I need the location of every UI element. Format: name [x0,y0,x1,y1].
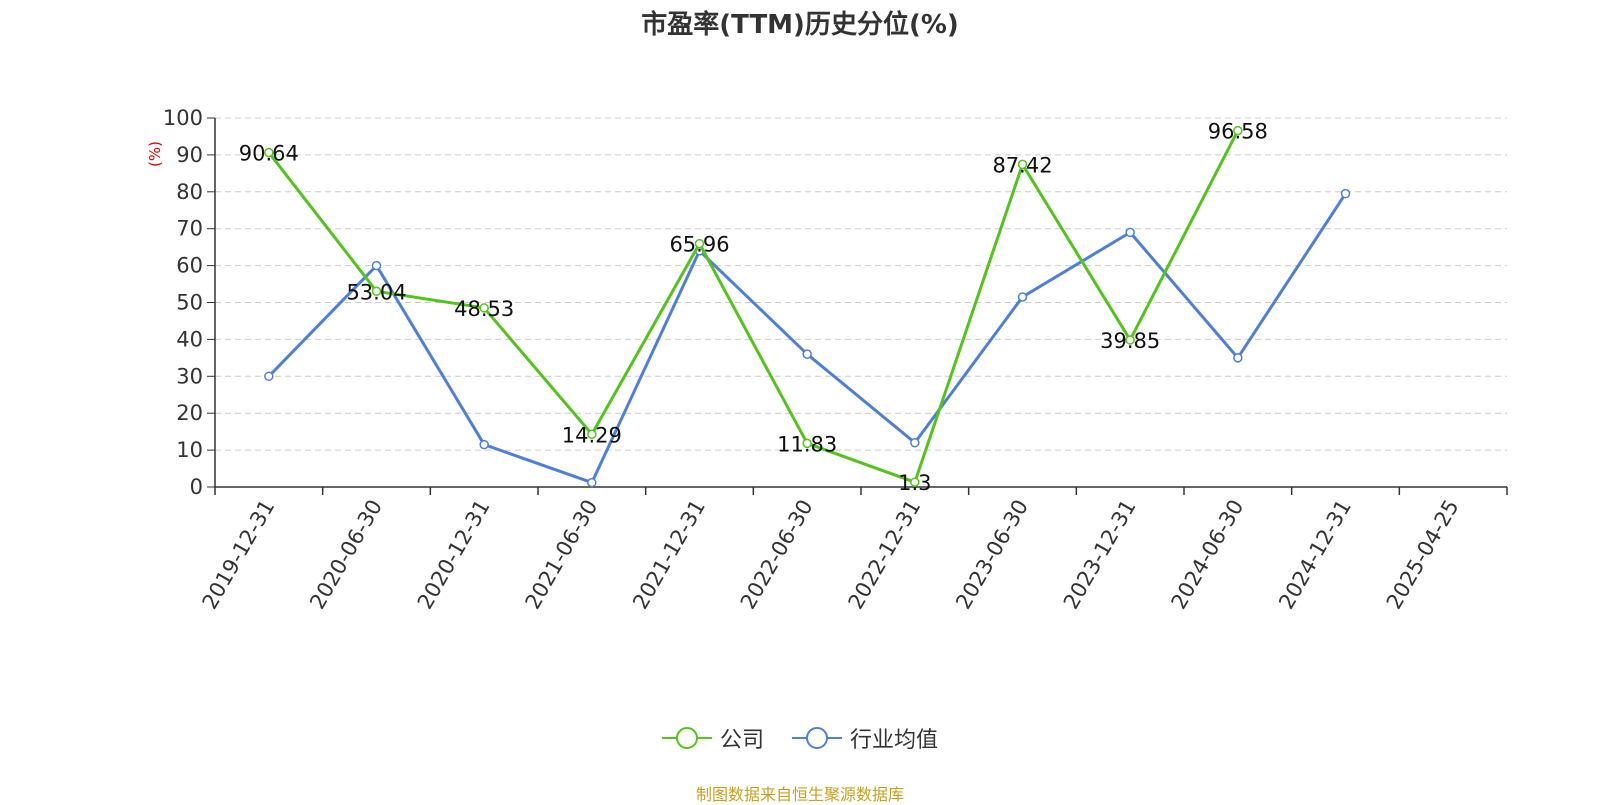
data-point-industry-average [479,439,489,450]
data-point-industry-average [1340,188,1351,199]
data-point-industry-average [587,477,597,488]
x-tick-label: 2024-06-30 [1167,496,1249,614]
data-point-industry-average [1233,353,1243,363]
x-tick-label: 2020-12-31 [413,496,495,614]
data-label: 11.83 [777,432,837,456]
y-tick-label: 60 [176,254,203,278]
gridlines [215,117,1507,451]
data-point-company [371,286,382,297]
y-tick-label: 50 [176,291,203,315]
series-line-company [267,129,1240,484]
legend-company-marker [661,727,712,749]
y-tick-label: 10 [176,438,203,462]
legend-company-label: 公司 [719,728,764,753]
data-point-industry-average [1017,292,1028,302]
data-point-company [1233,125,1243,136]
data-point-company [694,238,705,249]
data-point-company [802,438,812,449]
y-tick-label: 30 [176,364,203,388]
data-label: 1.3 [898,471,931,495]
data-point-company [264,147,274,158]
x-tick-label: 2019-12-31 [198,496,280,614]
x-tick-label: 2024-12-31 [1274,496,1356,614]
data-label: 39.85 [1100,329,1160,353]
legend-item-company[interactable]: 公司 [661,722,764,754]
x-tick-label: 2022-06-30 [736,496,818,614]
y-tick-label: 40 [176,327,203,351]
data-label: 87.42 [992,153,1052,177]
legend-item-industry-average[interactable]: 行业均值 [792,722,938,754]
data-point-industry-average [1125,227,1135,238]
data-point-industry-average [802,349,812,359]
x-tick-label: 2021-06-30 [521,496,603,614]
data-point-industry-average [910,437,920,448]
y-tick-label: 80 [176,180,203,204]
data-labels: 90.64 53.04 48.53 14.29 65.96 11.83 1.3 87.42 39… [239,120,1268,496]
x-tick-label: 2023-12-31 [1059,496,1141,614]
legend-industry-marker [792,727,842,749]
data-label: 48.53 [454,297,514,321]
chart-title: 市盈率(TTM)历史分位(%) [641,10,959,40]
y-tick-label: 90 [176,143,203,167]
legend: 公司 行业均值 [0,722,1600,754]
x-tick-label: 2020-06-30 [305,496,387,614]
x-tick-label: 2022-12-31 [844,496,926,614]
data-point-company [587,429,597,440]
data-point-industry-average [264,371,274,382]
x-tick-label: 2023-06-30 [951,496,1033,614]
data-point-company [1125,335,1135,345]
x-tick-label: 2021-12-31 [628,496,710,614]
data-label: 90.64 [239,142,299,166]
data-point-industry-average [371,260,382,271]
data-label: 14.29 [562,423,622,447]
data-point-company [479,303,489,313]
legend-industry-label: 行业均值 [850,728,939,753]
data-point-company [1017,159,1028,170]
y-tick-label: 70 [176,217,203,241]
x-tick-label: 2025-04-25 [1382,496,1464,614]
data-label: 53.04 [346,280,406,304]
y-tick-label: 0 [190,475,203,499]
axes: 0 10 20 30 40 50 60 70 80 90 100 2019-12-31 2020-06-… [163,106,1508,614]
series [264,125,1351,488]
data-point-company [910,477,920,487]
y-tick-label: 100 [163,106,203,130]
y-tick-label: 20 [176,401,203,425]
y-axis-label: (%) [146,141,164,167]
data-label: 65.96 [669,233,729,257]
source-note: 制图数据来自恒生聚源数据库 [695,785,904,804]
data-label: 96.58 [1208,120,1268,144]
